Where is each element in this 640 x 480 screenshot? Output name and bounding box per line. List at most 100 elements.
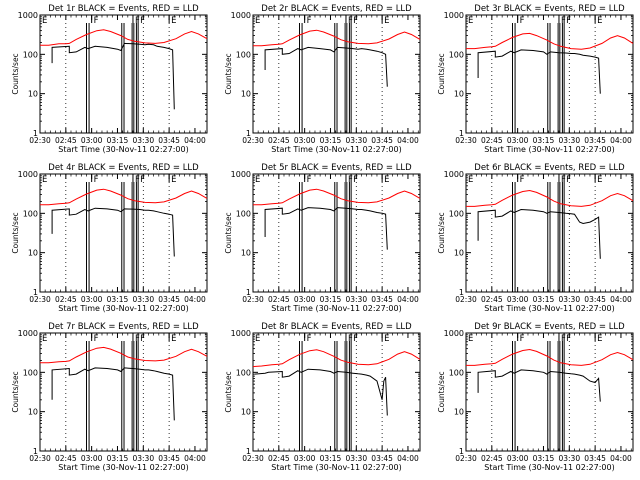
- x-tick-label: 04:00: [610, 454, 632, 463]
- y-tick-label: 1000: [444, 11, 464, 20]
- flag-label: F: [348, 334, 353, 344]
- x-tick-label: 02:30: [455, 295, 477, 304]
- y-axis-label: Counts/sec: [11, 53, 20, 94]
- panel-title: Det 5r BLACK = Events, RED = LLD: [261, 163, 412, 173]
- panel-title: Det 2r BLACK = Events, RED = LLD: [261, 4, 412, 14]
- y-tick-label: 1: [459, 129, 464, 138]
- y-axis-label: Counts/sec: [11, 371, 20, 412]
- y-tick-label: 10: [241, 249, 251, 258]
- flag-label: E: [384, 16, 389, 26]
- events-series-line: [264, 46, 388, 87]
- events-series-line: [477, 369, 601, 402]
- y-tick-label: 1000: [444, 170, 464, 179]
- y-tick-label: 10: [241, 90, 251, 99]
- events-series-line: [51, 207, 175, 257]
- x-tick-label: 03:15: [533, 295, 555, 304]
- x-tick-label: 02:45: [268, 136, 290, 145]
- x-tick-label: 04:00: [397, 454, 419, 463]
- x-axis-label: Start Time (30-Nov-11 02:27:00): [271, 145, 401, 154]
- flag-label: E: [255, 175, 260, 185]
- plot-frame: [252, 332, 421, 452]
- y-tick-label: 1000: [18, 170, 38, 179]
- flag-label: E: [171, 16, 176, 26]
- y-axis-label: Counts/sec: [11, 212, 20, 253]
- events-series-line: [477, 208, 601, 259]
- x-tick-label: 04:00: [397, 136, 419, 145]
- y-tick-label: 1: [33, 447, 38, 456]
- flag-label: F: [353, 175, 358, 185]
- x-tick-label: 03:30: [345, 454, 367, 463]
- flag-label: E: [468, 334, 473, 344]
- x-axis-label: Start Time (30-Nov-11 02:27:00): [484, 304, 614, 313]
- x-tick-label: 04:00: [610, 136, 632, 145]
- x-tick-label: 03:15: [320, 295, 342, 304]
- y-axis-label: Counts/sec: [224, 53, 233, 94]
- lld-series-line: [253, 188, 421, 206]
- plot-frame: [465, 332, 634, 452]
- plot-frame: [252, 173, 421, 293]
- flag-label: F: [348, 175, 353, 185]
- y-tick-label: 100: [236, 368, 251, 377]
- y-tick-label: 10: [28, 249, 38, 258]
- flag-label: F: [353, 16, 358, 26]
- y-tick-label: 100: [236, 209, 251, 218]
- flag-label: F: [561, 16, 566, 26]
- lld-series-line: [466, 189, 634, 207]
- y-tick-label: 1: [33, 288, 38, 297]
- plot-frame: [39, 14, 208, 134]
- y-tick-label: 1: [246, 129, 251, 138]
- flag-label: F: [520, 16, 525, 26]
- panel-title: Det 9r BLACK = Events, RED = LLD: [474, 322, 625, 332]
- x-axis-label: Start Time (30-Nov-11 02:27:00): [484, 463, 614, 472]
- x-tick-label: 02:30: [242, 454, 264, 463]
- y-axis-label: Counts/sec: [437, 53, 446, 94]
- plot-frame: [39, 332, 208, 452]
- x-tick-label: 03:45: [371, 295, 393, 304]
- x-axis-label: Start Time (30-Nov-11 02:27:00): [484, 145, 614, 154]
- panel-title: Det 4r BLACK = Events, RED = LLD: [48, 163, 199, 173]
- y-tick-label: 1: [33, 129, 38, 138]
- events-series-line: [264, 207, 388, 250]
- x-tick-label: 04:00: [184, 295, 206, 304]
- y-tick-label: 1000: [18, 329, 38, 338]
- y-tick-label: 1: [459, 447, 464, 456]
- flag-label: F: [307, 175, 312, 185]
- plot-frame: [465, 14, 634, 134]
- flag-label: E: [468, 16, 473, 26]
- flag-label: F: [348, 16, 353, 26]
- flag-label: F: [520, 334, 525, 344]
- flag-label: F: [561, 334, 566, 344]
- x-axis-label: Start Time (30-Nov-11 02:27:00): [271, 463, 401, 472]
- x-tick-label: 02:30: [29, 454, 51, 463]
- lld-series-line: [40, 29, 208, 46]
- x-tick-label: 03:00: [81, 136, 103, 145]
- y-tick-label: 100: [236, 50, 251, 59]
- x-tick-label: 02:30: [242, 295, 264, 304]
- lld-series-line: [40, 188, 208, 206]
- y-tick-label: 10: [454, 249, 464, 258]
- x-tick-label: 04:00: [184, 136, 206, 145]
- flag-label: E: [384, 334, 389, 344]
- flag-label: F: [561, 175, 566, 185]
- x-tick-label: 03:00: [81, 295, 103, 304]
- x-tick-label: 03:15: [320, 454, 342, 463]
- y-tick-label: 1: [246, 288, 251, 297]
- x-tick-label: 03:30: [132, 295, 154, 304]
- y-tick-label: 100: [23, 50, 38, 59]
- panel-title: Det 8r BLACK = Events, RED = LLD: [261, 322, 412, 332]
- y-tick-label: 10: [454, 90, 464, 99]
- flag-label: E: [597, 334, 602, 344]
- x-tick-label: 02:45: [55, 454, 77, 463]
- x-tick-label: 02:30: [242, 136, 264, 145]
- flag-label: F: [94, 16, 99, 26]
- y-tick-label: 10: [28, 408, 38, 417]
- x-axis-label: Start Time (30-Nov-11 02:27:00): [58, 304, 188, 313]
- lld-series-line: [466, 348, 634, 366]
- flag-label: E: [42, 175, 47, 185]
- x-tick-label: 02:30: [455, 454, 477, 463]
- panel-det-4: Det 4r BLACK = Events, RED = LLD 1 10 100 10…: [11, 163, 208, 313]
- flag-label: F: [307, 334, 312, 344]
- x-tick-label: 03:30: [558, 295, 580, 304]
- x-tick-label: 03:30: [558, 136, 580, 145]
- x-tick-label: 03:30: [132, 136, 154, 145]
